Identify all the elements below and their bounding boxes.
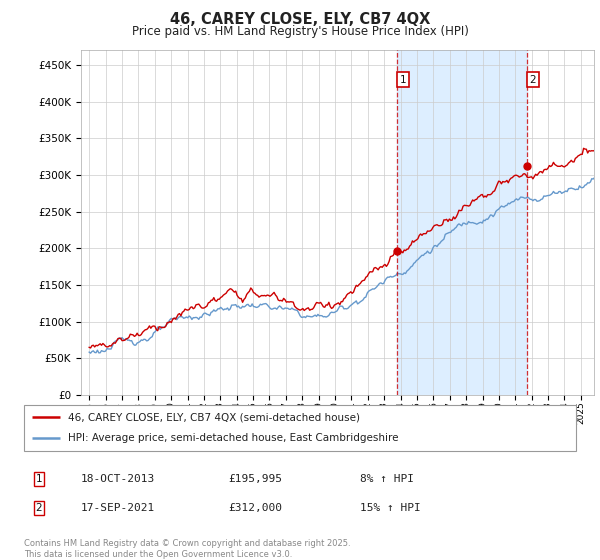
Text: 18-OCT-2013: 18-OCT-2013	[81, 474, 155, 484]
Text: £195,995: £195,995	[228, 474, 282, 484]
Text: 1: 1	[35, 474, 43, 484]
Bar	[397, 50, 527, 395]
Text: 46, CAREY CLOSE, ELY, CB7 4QX (semi-detached house): 46, CAREY CLOSE, ELY, CB7 4QX (semi-deta…	[68, 412, 360, 422]
Text: Price paid vs. HM Land Registry's House Price Index (HPI): Price paid vs. HM Land Registry's House …	[131, 25, 469, 38]
Text: £312,000: £312,000	[228, 503, 282, 513]
Text: 17-SEP-2021: 17-SEP-2021	[81, 503, 155, 513]
Text: 1: 1	[400, 74, 406, 85]
Text: 46, CAREY CLOSE, ELY, CB7 4QX: 46, CAREY CLOSE, ELY, CB7 4QX	[170, 12, 430, 27]
Text: 2: 2	[35, 503, 43, 513]
Text: HPI: Average price, semi-detached house, East Cambridgeshire: HPI: Average price, semi-detached house,…	[68, 433, 398, 444]
FancyBboxPatch shape	[24, 405, 576, 451]
Text: 15% ↑ HPI: 15% ↑ HPI	[360, 503, 421, 513]
Text: Contains HM Land Registry data © Crown copyright and database right 2025.
This d: Contains HM Land Registry data © Crown c…	[24, 539, 350, 559]
Text: 2: 2	[529, 74, 536, 85]
Text: 8% ↑ HPI: 8% ↑ HPI	[360, 474, 414, 484]
